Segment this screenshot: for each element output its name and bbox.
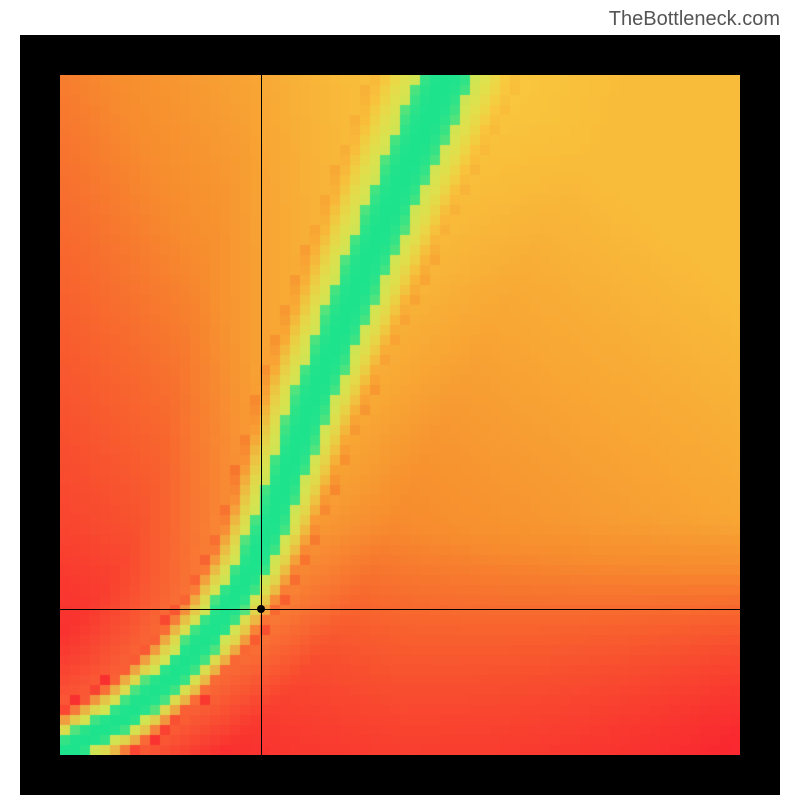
chart-frame — [20, 35, 780, 795]
bottleneck-heatmap — [60, 75, 740, 755]
attribution-label: TheBottleneck.com — [609, 8, 780, 31]
crosshair-horizontal — [60, 609, 740, 610]
measurement-marker — [257, 605, 265, 613]
page-container: TheBottleneck.com — [0, 0, 800, 800]
crosshair-vertical — [261, 75, 262, 755]
